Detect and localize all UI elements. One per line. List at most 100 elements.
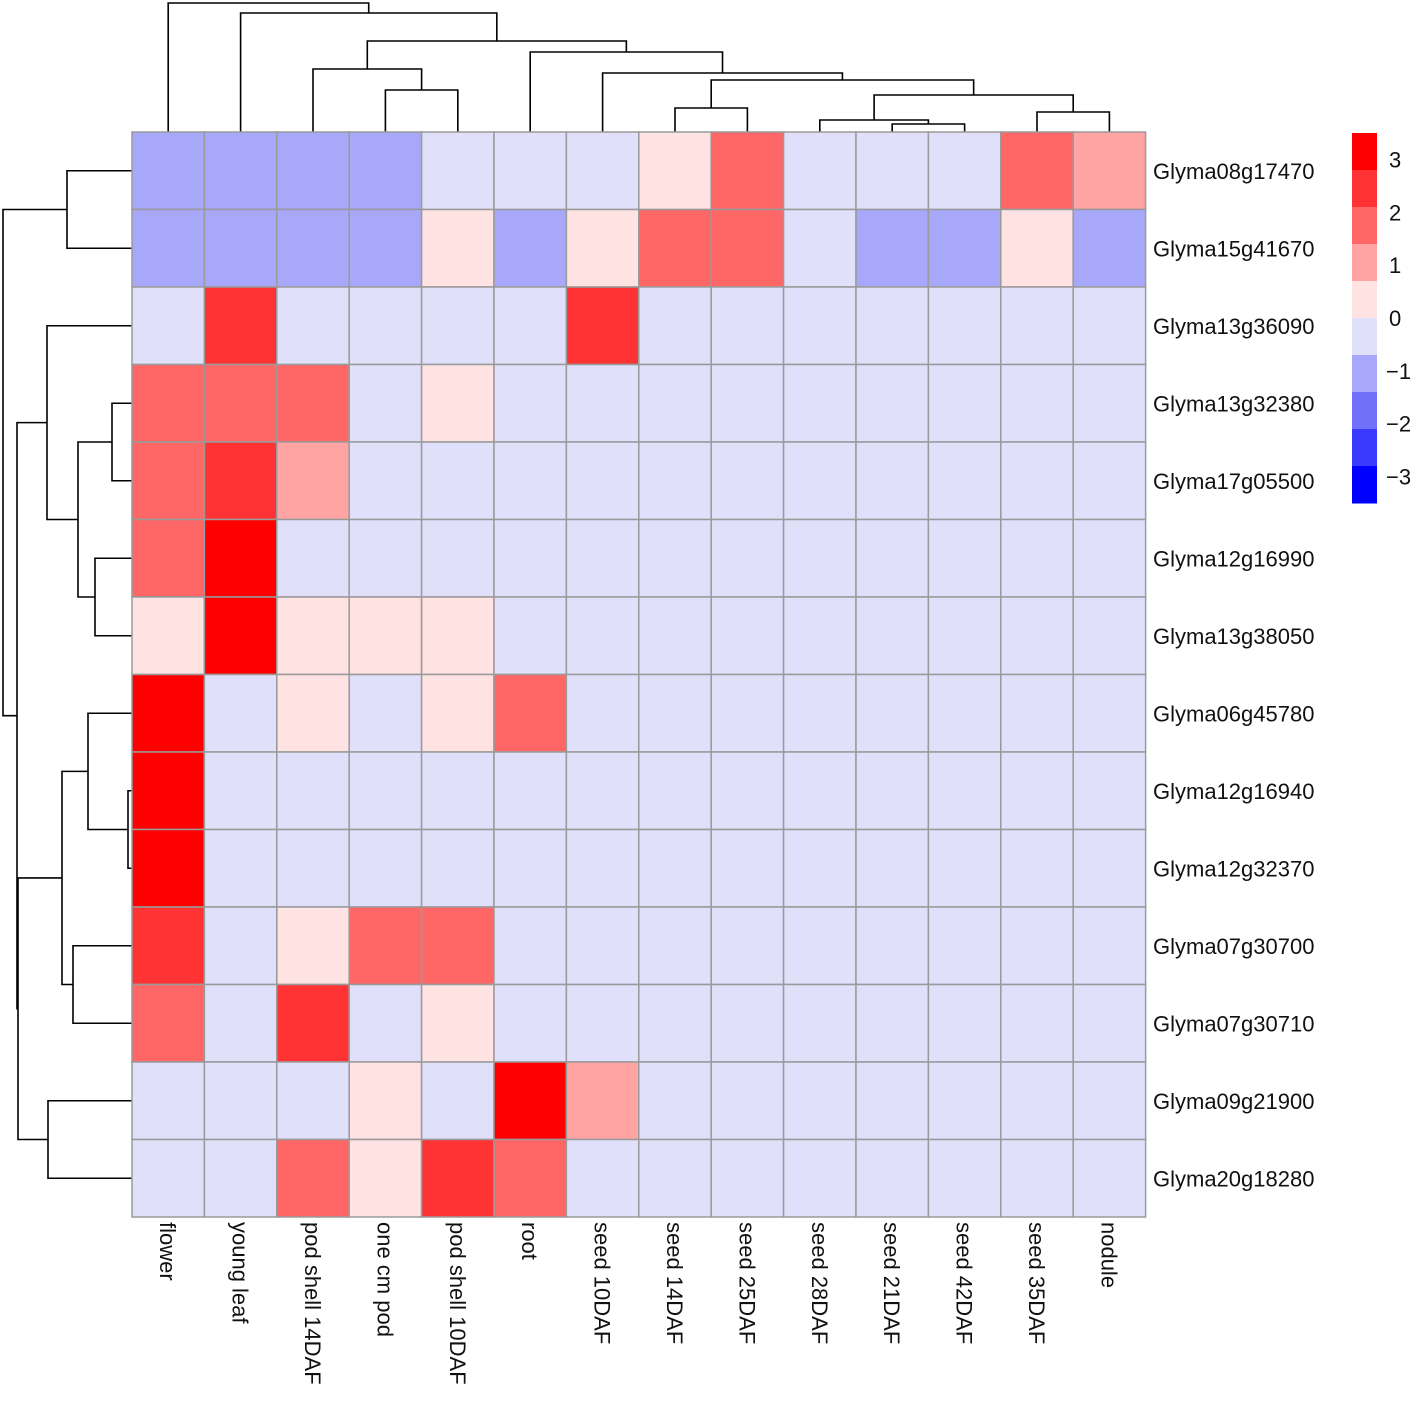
heatmap-cell [420,673,495,753]
heatmap-cell [565,363,640,443]
heatmap-cell [638,518,712,598]
heatmap-cell [782,518,857,598]
row-labels: Glyma08g17470 Glyma15g41670 Glyma13g36090 G… [1153,159,1314,1192]
column-label: root [517,1222,542,1260]
heatmap-cell [420,1061,495,1141]
heatmap-cell [203,751,278,831]
heatmap-cell [276,1061,350,1141]
heatmap-cell [1000,596,1074,676]
legend-tick-label: 1 [1389,253,1401,278]
heatmap-cell [1000,518,1074,598]
heatmap-cell [276,131,350,211]
dendrogram-branch [1036,111,1111,132]
heatmap-cell [638,286,712,366]
heatmap-cell [420,906,495,986]
heatmap-cell [565,518,640,598]
row-label: Glyma07g30700 [1153,934,1314,959]
row-label: Glyma13g32380 [1153,391,1314,416]
heatmap-cell [348,906,423,986]
heatmap-cell [276,596,350,676]
heatmap-cell [348,286,423,366]
heatmap-cell [855,1138,930,1218]
heatmap-cell [855,751,930,831]
heatmap-cell [131,131,206,211]
legend-tick-label: 0 [1389,306,1401,331]
heatmap-cell [493,596,568,676]
dendrogram-branch [87,712,132,831]
heatmap-cell [638,906,712,986]
heatmap-cell [710,518,785,598]
heatmap-cell [855,596,930,676]
heatmap-cell [638,983,712,1063]
heatmap-cells [131,131,1147,1218]
legend-bin [1352,244,1377,282]
heatmap-cell [1000,363,1074,443]
dendrogram-branch [312,68,423,132]
heatmap-cell [348,1138,423,1218]
heatmap-cell [203,208,278,288]
heatmap-cell [1000,751,1074,831]
heatmap-cell [638,1138,712,1218]
heatmap-cell [638,131,712,211]
row-label: Glyma13g36090 [1153,314,1314,339]
heatmap-cell [1072,518,1147,598]
heatmap-cell [565,1138,640,1218]
row-label: Glyma20g18280 [1153,1166,1314,1191]
heatmap-cell [638,596,712,676]
heatmap-cell [1000,286,1074,366]
dendrogram-branch [111,402,132,482]
dendrogram-branch [819,119,930,132]
column-label: young leaf [228,1222,253,1324]
heatmap-cell [348,983,423,1063]
heatmap-cell [276,363,350,443]
heatmap-cell [276,208,350,288]
heatmap-cell [348,518,423,598]
heatmap-cell [565,751,640,831]
heatmap-cell [710,596,785,676]
heatmap-cell [420,751,495,831]
heatmap-cell [710,208,785,288]
heatmap-cell [131,906,206,986]
heatmap-cell [420,596,495,676]
heatmap-cell [203,441,278,521]
column-label: seed 25DAF [734,1222,759,1344]
row-label: Glyma17g05500 [1153,469,1314,494]
heatmap-cell [710,363,785,443]
dendrogram-branch [674,107,749,132]
heatmap-cell [348,596,423,676]
heatmap-cell [565,596,640,676]
row-label: Glyma12g32370 [1153,856,1314,881]
heatmap-cell [565,131,640,211]
heatmap-cell [420,441,495,521]
legend-color-bins [1352,133,1377,504]
heatmap-cell [782,286,857,366]
heatmap-cell [131,828,206,908]
heatmap-cell [131,286,206,366]
heatmap-cell [1000,828,1074,908]
heatmap-cell [927,518,1002,598]
row-label: Glyma12g16990 [1153,546,1314,571]
heatmap-cell [1072,596,1147,676]
legend-bin [1352,281,1377,319]
heatmap-cell [927,751,1002,831]
heatmap-cell [493,441,568,521]
heatmap-cell [1000,906,1074,986]
column-label: one cm pod [372,1222,397,1337]
heatmap-cell [565,441,640,521]
heatmap-cell [1072,208,1147,288]
heatmap-cell [276,518,350,598]
heatmap-cell [855,441,930,521]
heatmap-cell [420,363,495,443]
heatmap-cell [927,983,1002,1063]
column-label: flower [155,1222,180,1281]
heatmap-cell [855,1061,930,1141]
heatmap-cell [782,1061,857,1141]
heatmap-cell [493,751,568,831]
heatmap-cell [710,673,785,753]
heatmap-cell [1000,441,1074,521]
legend-bin [1352,133,1377,171]
legend-bin [1352,207,1377,245]
heatmap-cell [203,131,278,211]
heatmap-cell [1072,673,1147,753]
heatmap-cell [276,1138,350,1218]
